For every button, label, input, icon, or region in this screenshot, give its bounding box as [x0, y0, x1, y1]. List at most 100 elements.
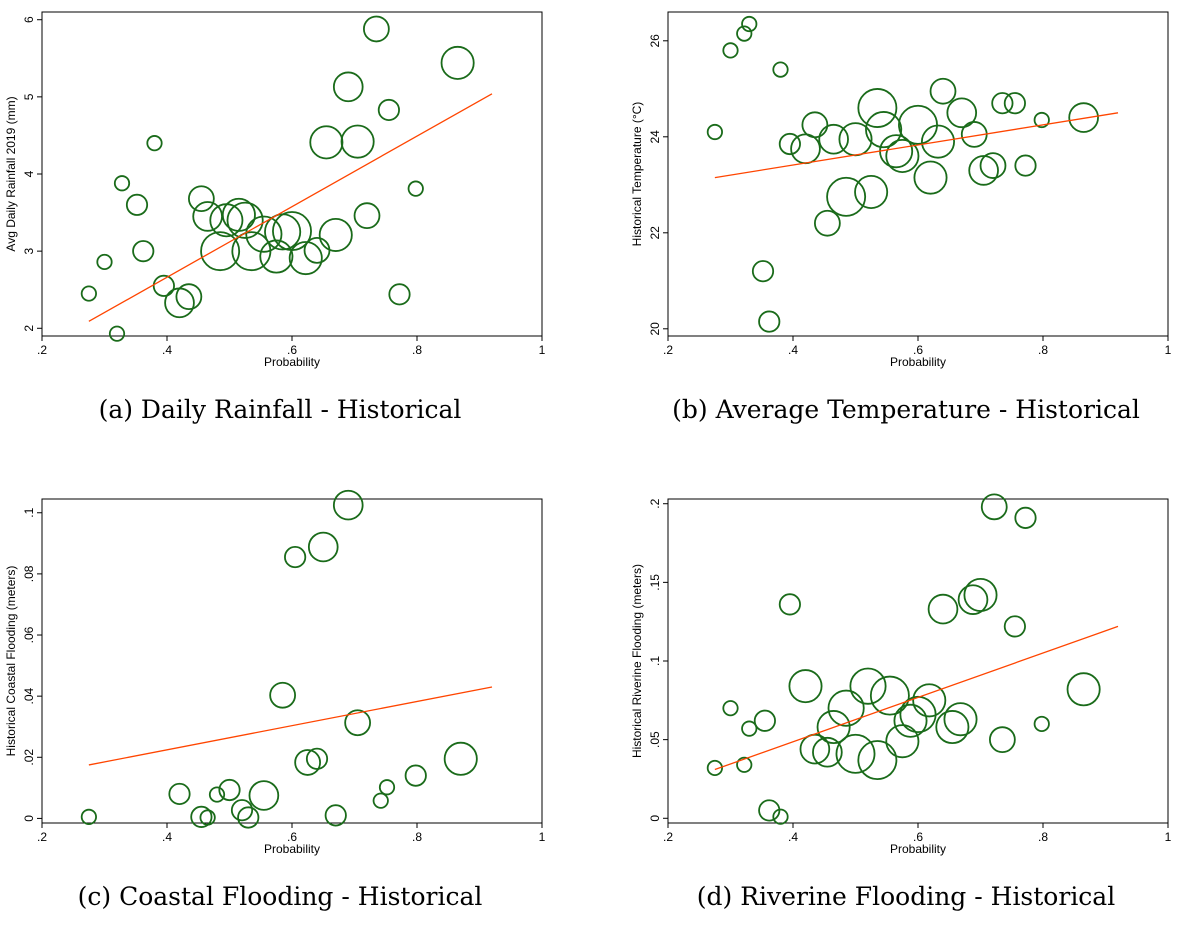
- scatter-point: [125, 193, 149, 216]
- scatter-point: [898, 104, 938, 145]
- fit-line: [88, 686, 493, 766]
- scatter-point: [303, 237, 331, 264]
- scatter-point: [1068, 102, 1099, 133]
- x-axis-label: Probability: [264, 842, 320, 856]
- x-tick-label: .6: [287, 343, 297, 357]
- chart-a-caption: (a) Daily Rainfall - Historical: [98, 395, 462, 424]
- scatter-point: [968, 155, 999, 186]
- scatter-point: [772, 808, 789, 825]
- scatter-point: [801, 111, 829, 139]
- x-axis-label: Probability: [264, 355, 320, 369]
- scatter-point: [857, 88, 898, 128]
- scatter-point: [108, 325, 126, 342]
- y-tick-label: .2: [648, 498, 662, 508]
- plot-frame: [667, 498, 1169, 824]
- scatter-point: [943, 702, 978, 737]
- y-tick-label: 24: [648, 130, 662, 144]
- y-tick-label: .1: [648, 656, 662, 666]
- scatter-point: [230, 799, 254, 822]
- scatter-point: [741, 15, 758, 33]
- chart-panel-b: .2 .4 .6 .8 1 20 22 24 26 Probability Historical T…: [626, 0, 1186, 440]
- scatter-point: [790, 133, 821, 165]
- x-tick-label: .6: [913, 343, 923, 357]
- y-tick-label: .08: [22, 565, 36, 582]
- scatter-point: [378, 779, 396, 796]
- scatter-point: [772, 61, 789, 78]
- scatter-point: [778, 132, 801, 156]
- y-axis-label: Historical Riverine Flooding (meters): [630, 564, 644, 758]
- fit-line: [714, 625, 1119, 771]
- y-axis-label: Avg Daily Rainfall 2019 (mm): [4, 96, 18, 251]
- scatter-point: [1014, 154, 1037, 177]
- plot-frame: [667, 11, 1169, 337]
- y-tick-label: 5: [22, 93, 36, 100]
- scatter-point: [751, 260, 775, 283]
- chart-b-plot: .2 .4 .6 .8 1 20 22 24 26 Probability Historical T…: [630, 11, 1172, 369]
- scatter-point: [132, 240, 155, 263]
- scatter-point: [332, 71, 364, 103]
- x-axis-label: Probability: [890, 842, 946, 856]
- scatter-point: [989, 726, 1016, 754]
- scatter-point: [440, 45, 475, 80]
- scatter-point: [1033, 715, 1050, 733]
- scatter-point: [113, 175, 131, 192]
- fit-line: [88, 93, 493, 322]
- y-tick-label: 0: [22, 815, 36, 822]
- y-tick-label: 3: [22, 247, 36, 254]
- scatter-point: [778, 593, 801, 616]
- scatter-point: [885, 138, 920, 173]
- chart-a-plot: .2 .4 .6 .8 1 2 3 4 5 6 Probability Avg Daily Rainf…: [4, 11, 546, 369]
- chart-b-caption: (b) Average Temperature - Historical: [672, 395, 1140, 424]
- scatter-point: [788, 669, 823, 704]
- x-tick-label: .4: [162, 830, 172, 844]
- scatter-point: [340, 124, 375, 159]
- fit-line: [714, 112, 1119, 179]
- scatter-point: [353, 202, 381, 230]
- scatter-point: [237, 806, 260, 829]
- x-tick-label: .8: [1038, 343, 1048, 357]
- scatter-point: [736, 25, 753, 42]
- y-tick-label: 22: [648, 226, 662, 240]
- scatter-point: [248, 780, 280, 811]
- scatter-point: [175, 283, 203, 311]
- scatter-point: [927, 593, 959, 625]
- y-axis-label: Historical Coastal Flooding (meters): [4, 566, 18, 757]
- y-tick-label: .05: [648, 731, 662, 748]
- y-tick-label: 0: [648, 815, 662, 822]
- y-tick-label: 2: [22, 325, 36, 332]
- scatter-point: [849, 667, 887, 705]
- scatter-point: [912, 683, 947, 718]
- plot-frame: [41, 11, 543, 337]
- scatter-point: [152, 274, 175, 297]
- scatter-point: [245, 215, 283, 253]
- scatter-point: [190, 805, 213, 828]
- x-axis-label: Probability: [890, 355, 946, 369]
- scatter-point: [827, 689, 865, 727]
- x-tick-label: .2: [663, 830, 673, 844]
- scatter-point: [146, 135, 163, 152]
- scatter-point: [706, 759, 723, 777]
- scatter-point: [736, 756, 753, 773]
- x-tick-label: .4: [162, 343, 172, 357]
- x-tick-label: 1: [539, 343, 546, 357]
- scatter-point: [332, 489, 364, 521]
- x-tick-label: .6: [287, 830, 297, 844]
- x-tick-label: .4: [788, 343, 798, 357]
- scatter-point: [835, 733, 876, 774]
- scatter-point: [168, 782, 191, 806]
- scatter-point: [854, 174, 889, 209]
- x-tick-label: .2: [37, 343, 47, 357]
- x-tick-label: 1: [1165, 343, 1172, 357]
- scatter-point: [722, 700, 739, 717]
- y-tick-label: .02: [22, 749, 36, 766]
- scatter-point: [80, 285, 97, 302]
- scatter-point: [857, 740, 898, 781]
- scatter-point: [885, 724, 920, 759]
- scatter-point: [816, 710, 851, 745]
- scatter-point: [288, 241, 323, 276]
- scatter-point: [893, 703, 928, 738]
- scatter-point: [305, 747, 329, 770]
- scatter-point: [758, 310, 781, 333]
- scatter-point: [344, 709, 371, 737]
- x-tick-label: .2: [37, 830, 47, 844]
